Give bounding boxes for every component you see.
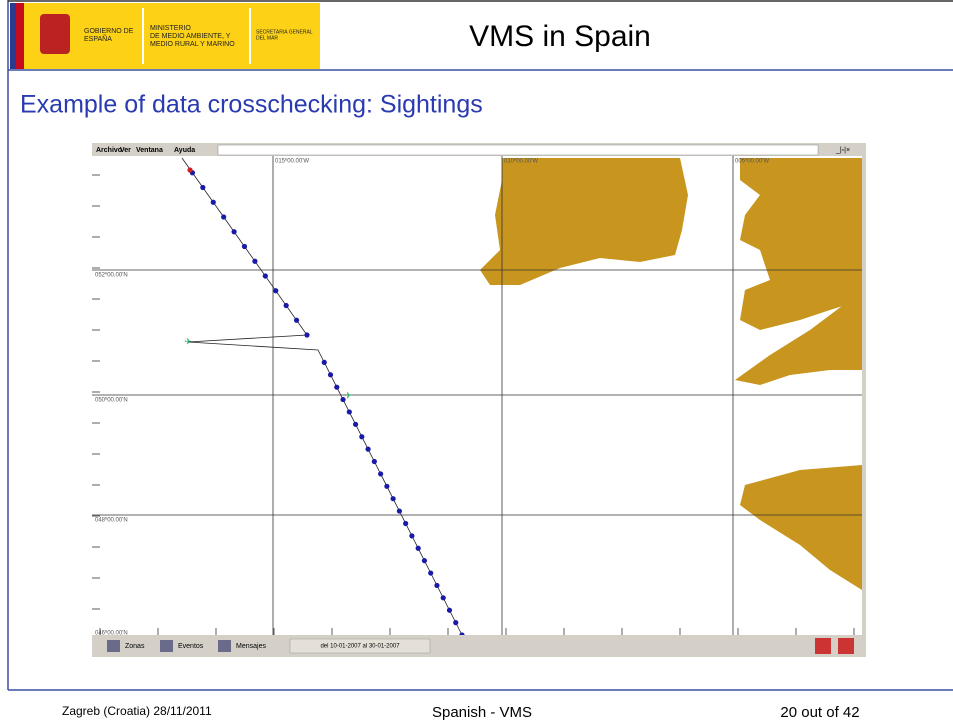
position-dot xyxy=(231,229,237,235)
position-dot xyxy=(283,302,289,309)
menu-item[interactable]: Archivo xyxy=(96,147,122,154)
position-dot xyxy=(262,273,268,279)
window-controls[interactable]: _|▫|× xyxy=(835,147,850,154)
position-dot xyxy=(210,199,216,205)
logo-text: DEL MAR xyxy=(256,35,278,41)
menu-item[interactable]: Ayuda xyxy=(174,147,195,154)
position-dot xyxy=(221,214,227,220)
britain xyxy=(740,158,862,330)
position-dot xyxy=(409,533,415,539)
toolbar-button[interactable]: Eventos xyxy=(178,643,204,650)
position-dot xyxy=(327,372,334,378)
position-dot xyxy=(421,558,428,564)
position-dot xyxy=(378,471,384,477)
toolbar-button[interactable]: Mensajes xyxy=(236,643,266,650)
logo-text: GOBIERNO DE ESPAÑA xyxy=(84,28,134,43)
tool-icon[interactable] xyxy=(160,640,173,652)
position-dot xyxy=(440,595,446,601)
position-dot xyxy=(352,421,359,427)
position-dot xyxy=(390,496,396,502)
footer-center: Spanish - VMS xyxy=(432,704,532,721)
position-dot xyxy=(446,607,453,613)
position-dot xyxy=(359,434,365,440)
position-dot xyxy=(340,396,346,403)
longitude-label: 015º00.00'W xyxy=(275,158,309,165)
logo-text: MEDIO RURAL Y MARINO xyxy=(150,41,235,48)
footer-right: 20 out of 42 xyxy=(780,704,859,721)
position-dot xyxy=(293,317,300,323)
coat-of-arms xyxy=(40,14,70,54)
position-start xyxy=(187,167,193,173)
slide-title: VMS in Spain xyxy=(469,20,651,53)
position-dot xyxy=(371,458,377,465)
sighting-marker[interactable]: ✈ xyxy=(184,336,192,346)
footer-left: Zagreb (Croatia) 28/11/2011 xyxy=(62,704,212,718)
ireland xyxy=(480,158,688,285)
tool-icon[interactable] xyxy=(815,638,831,654)
position-dot xyxy=(453,620,459,626)
toolbar xyxy=(92,635,866,657)
slide-subtitle: Example of data crosschecking: Sightings xyxy=(20,91,483,119)
map-grid xyxy=(92,156,862,635)
tool-icon[interactable] xyxy=(107,640,120,652)
toolbar-button[interactable]: Zonas xyxy=(125,643,145,650)
brittany xyxy=(740,465,862,590)
flag-eu xyxy=(10,3,16,69)
position-dot xyxy=(365,446,371,452)
position-dot xyxy=(273,288,279,294)
latitude-label: 050º00.00'N xyxy=(95,397,128,404)
latitude-label: 052º00.00'N xyxy=(95,272,128,279)
position-dot xyxy=(403,520,409,527)
date-range: del 10-01-2007 al 30-01-2007 xyxy=(320,644,400,650)
tool-icon[interactable] xyxy=(838,638,854,654)
longitude-label: 010º00.00'W xyxy=(504,158,538,165)
logo-text: DE MEDIO AMBIENTE, Y xyxy=(150,33,231,40)
position-dot xyxy=(321,359,327,365)
position-dot xyxy=(252,258,258,264)
position-dot xyxy=(304,332,310,338)
position-dot xyxy=(384,483,390,489)
longitude-label: 005º00.00'W xyxy=(735,158,769,165)
map xyxy=(92,156,862,635)
position-dot xyxy=(346,409,352,415)
position-dot xyxy=(200,184,206,191)
logo-text: SECRETARIA GENERAL xyxy=(256,29,313,35)
position-dot xyxy=(241,243,248,250)
position-dot xyxy=(415,545,421,551)
land xyxy=(480,158,862,590)
position-dot xyxy=(434,582,440,589)
latitude-label: 046º00.00'N xyxy=(95,630,128,637)
address-field xyxy=(217,144,819,156)
tool-icon[interactable] xyxy=(218,640,231,652)
sighting-marker[interactable]: ✈ xyxy=(344,390,352,400)
date-field xyxy=(289,638,431,654)
logo-text: MINISTERIO xyxy=(150,25,191,32)
latitude-label: 048º00.00'N xyxy=(95,517,128,524)
position-dot xyxy=(428,570,434,576)
map-ticks xyxy=(92,174,855,635)
menu-item[interactable]: Ventana xyxy=(136,147,163,154)
position-dot xyxy=(334,384,340,390)
position-dot xyxy=(396,508,402,514)
cornwall xyxy=(735,300,862,385)
menu-item[interactable]: Ver xyxy=(120,147,131,154)
